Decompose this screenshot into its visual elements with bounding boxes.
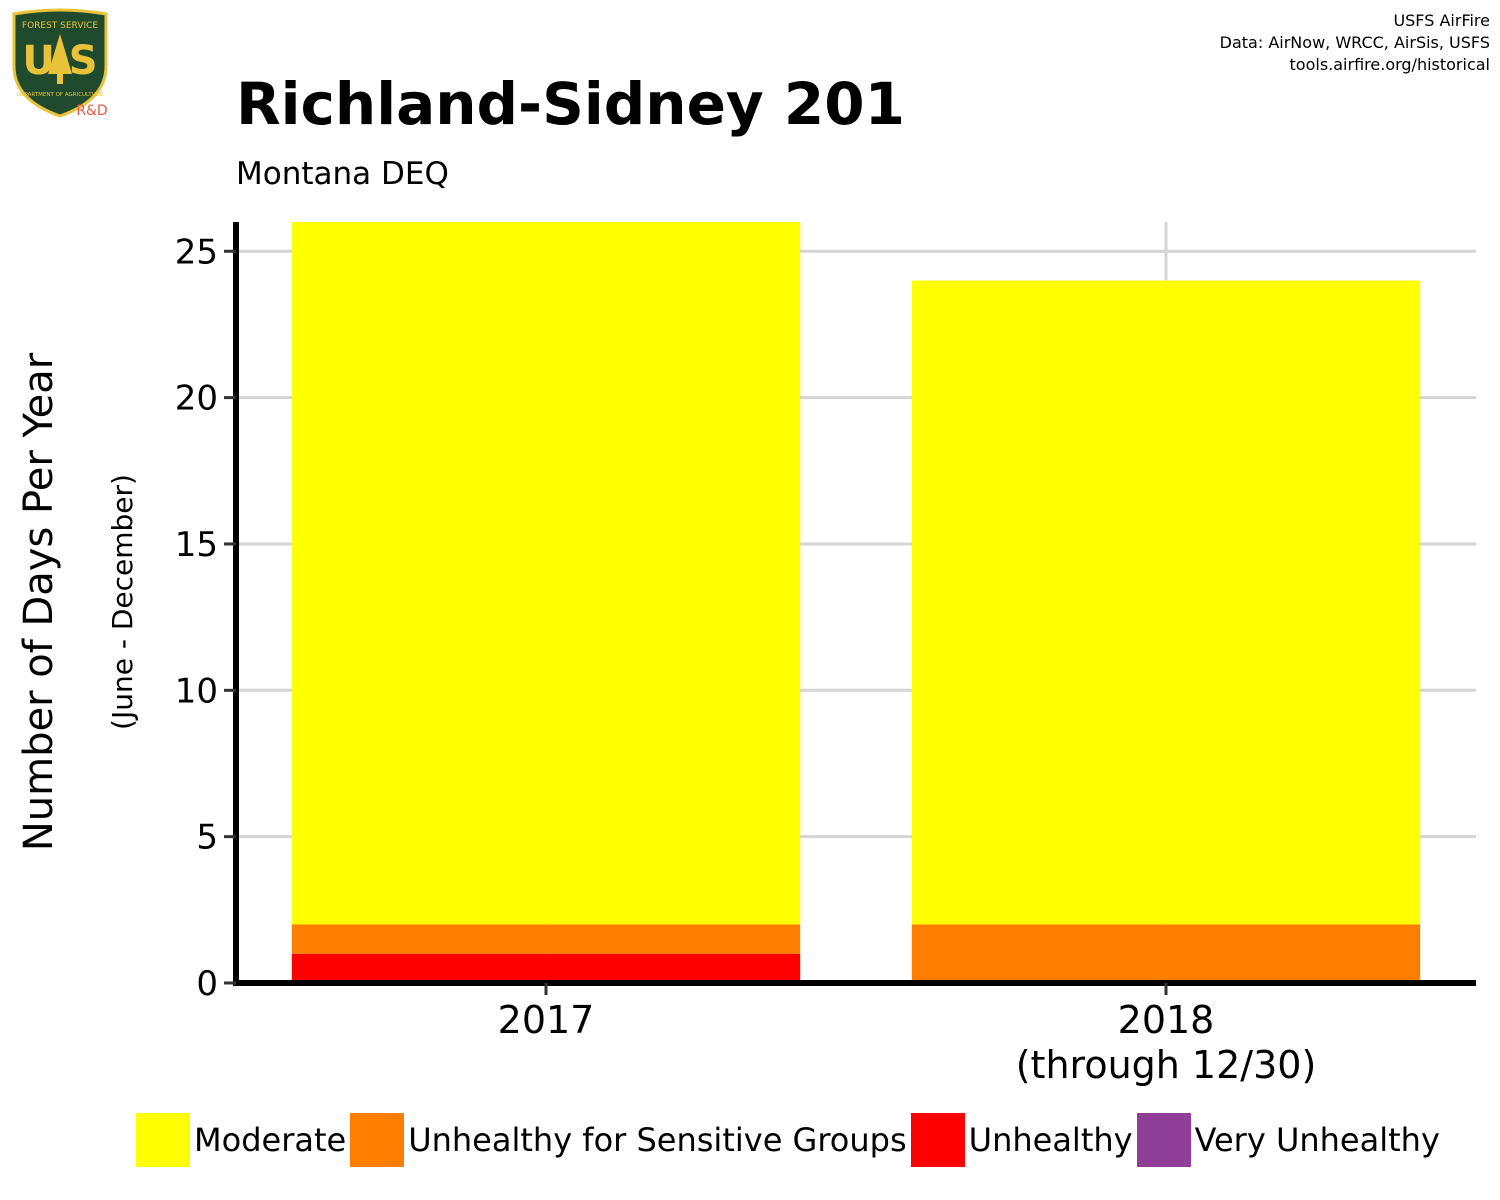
legend-label: Unhealthy [968,1121,1133,1159]
bar-segment [291,953,801,983]
credit-line: Data: AirNow, WRCC, AirSis, USFS [1219,33,1490,52]
y-axis-label: Number of Days Per Year [16,352,62,851]
y-tick-label: 20 [175,379,218,419]
legend-swatch [136,1113,190,1167]
bar-chart: 0 5 10 15 20 25 2017 2018(through 12/30) Number … [16,222,1476,1087]
y-tick-label: 15 [175,525,218,565]
bar-segment [291,222,801,925]
legend-item: Very Unhealthy [1136,1113,1440,1167]
chart-subtitle: Montana DEQ [236,156,449,192]
x-tick-label: 2018 [1118,998,1215,1042]
x-tick-sublabel: (through 12/30) [1016,1043,1317,1087]
legend-item: Unhealthy for Sensitive Groups [350,1113,907,1167]
logo-bottom-text: DEPARTMENT OF AGRICULTURE [17,92,104,98]
bar-segment [911,280,1421,925]
logo-badge: R&D [76,103,107,119]
legend-label: Very Unhealthy [1194,1121,1440,1159]
legend-swatch [910,1113,965,1167]
tree-icon [48,34,72,74]
credits: USFS AirFire Data: AirNow, WRCC, AirSis,… [1220,10,1490,76]
credit-line: tools.airfire.org/historical [1289,55,1490,74]
y-tick-label: 5 [196,818,218,858]
legend-label: Moderate [194,1121,347,1159]
legend-item: Unhealthy [910,1113,1133,1167]
usfs-logo: FOREST SERVICE U S DEPARTMENT OF AGRICUL… [12,8,108,119]
legend-swatch [1136,1113,1191,1167]
chart-title: Richland-Sidney 201 [236,70,905,138]
legend-label: Unhealthy for Sensitive Groups [408,1121,907,1159]
legend-item: Moderate [136,1113,346,1167]
bar-segment [291,924,801,954]
bar-segment [911,924,1421,983]
legend: Moderate Unhealthy for Sensitive Groups Un… [136,1112,1444,1168]
y-tick-label: 0 [196,964,218,1004]
y-tick-label: 25 [175,232,218,272]
credit-line: USFS AirFire [1393,11,1490,30]
logo-top-text: FOREST SERVICE [22,21,99,31]
legend-swatch [350,1113,405,1167]
y-tick-label: 10 [175,671,218,711]
x-tick-label: 2017 [498,998,595,1042]
y-axis-sublabel: (June - December) [106,474,139,730]
